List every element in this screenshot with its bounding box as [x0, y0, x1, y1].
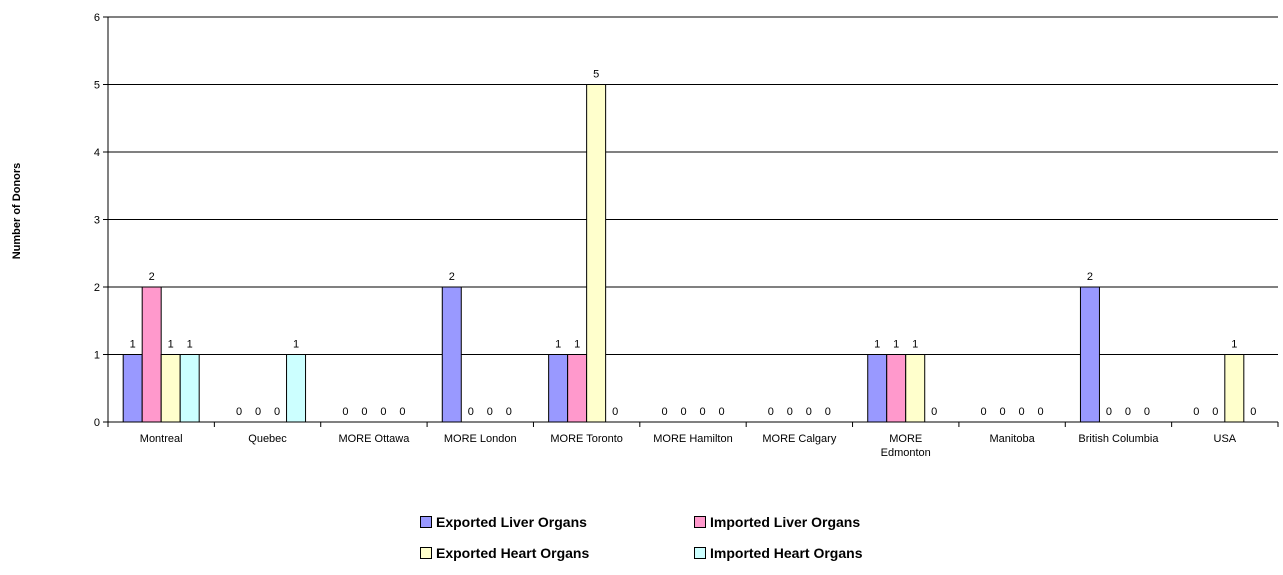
x-tick-label: MORE Calgary	[762, 433, 836, 445]
legend-item-imported-liver: Imported Liver Organs	[694, 514, 860, 530]
data-label: 0	[399, 406, 405, 418]
bar	[141, 286, 162, 423]
data-label: 1	[893, 339, 899, 351]
y-tick-label: 5	[94, 80, 100, 92]
x-tick-label: MORE Edmonton	[881, 433, 931, 459]
bar	[886, 354, 907, 423]
legend-item-imported-heart: Imported Heart Organs	[694, 545, 862, 561]
data-label: 0	[506, 406, 512, 418]
data-label: 0	[718, 406, 724, 418]
data-label: 0	[468, 406, 474, 418]
data-label: 0	[1144, 406, 1150, 418]
axis-layer: 0 1 2 3 4 5 6	[94, 12, 1279, 429]
data-label: 0	[1250, 406, 1256, 418]
bar	[905, 354, 926, 423]
data-label: 0	[1193, 406, 1199, 418]
data-label: 0	[342, 406, 348, 418]
data-label: 0	[806, 406, 812, 418]
y-axis-title: Number of Donors	[11, 163, 23, 260]
data-label: 0	[1125, 406, 1131, 418]
data-label: 0	[236, 406, 242, 418]
y-tick-label: 1	[94, 350, 100, 362]
legend-swatch-imported-heart	[694, 547, 706, 559]
data-label: 0	[768, 406, 774, 418]
data-label: 0	[255, 406, 261, 418]
legend-label-imported-liver: Imported Liver Organs	[710, 514, 861, 530]
bar	[179, 354, 200, 423]
data-label: 1	[912, 339, 918, 351]
bar	[548, 354, 569, 423]
legend-label-imported-heart: Imported Heart Organs	[710, 545, 863, 561]
bar	[160, 354, 181, 423]
label-layer: Montreal Quebec MORE Ottawa MORE London MORE…	[130, 69, 1257, 460]
x-tick-label: MORE Toronto	[550, 433, 623, 445]
data-label: 1	[293, 339, 299, 351]
data-label: 0	[680, 406, 686, 418]
legend-item-exported-liver: Exported Liver Organs	[420, 514, 587, 530]
chart-legend: Exported Liver Organs Imported Liver Org…	[420, 514, 940, 574]
bar	[441, 286, 462, 423]
data-label: 1	[1231, 339, 1237, 351]
bar	[867, 354, 888, 423]
x-tick-label: Quebec	[248, 433, 287, 445]
data-label: 0	[380, 406, 386, 418]
data-label: 1	[187, 339, 193, 351]
data-label: 2	[449, 271, 455, 283]
data-label: 0	[931, 406, 937, 418]
legend-swatch-exported-liver	[420, 516, 432, 528]
x-tick-label: MORE Hamilton	[653, 433, 732, 445]
x-tick-label: MORE Ottawa	[338, 433, 410, 445]
legend-label-exported-liver: Exported Liver Organs	[436, 514, 587, 530]
bar	[586, 84, 607, 423]
data-label: 1	[574, 339, 580, 351]
bar	[1079, 286, 1100, 423]
data-label: 0	[1019, 406, 1025, 418]
data-label: 0	[1106, 406, 1112, 418]
data-label: 0	[661, 406, 667, 418]
data-label: 0	[487, 406, 493, 418]
legend-swatch-imported-liver	[694, 516, 706, 528]
data-label: 0	[699, 406, 705, 418]
x-tick-label: MORE London	[444, 433, 517, 445]
x-tick-label: British Columbia	[1078, 433, 1159, 445]
data-label: 0	[361, 406, 367, 418]
data-label: 5	[593, 69, 599, 81]
data-label: 0	[1212, 406, 1218, 418]
x-tick-label: USA	[1214, 433, 1237, 445]
legend-swatch-exported-heart	[420, 547, 432, 559]
data-label: 1	[130, 339, 136, 351]
data-label: 2	[1087, 271, 1093, 283]
y-tick-label: 4	[94, 147, 100, 159]
legend-label-exported-heart: Exported Heart Organs	[436, 545, 590, 561]
bar-layer	[122, 84, 1245, 423]
bar-chart: 0 1 2 3 4 5 6 Montreal Quebec MORE Ottawa MORE Lo…	[11, 12, 1279, 460]
bar	[122, 354, 143, 423]
data-label: 1	[168, 339, 174, 351]
data-label: 0	[612, 406, 618, 418]
grid-layer	[108, 16, 1278, 355]
data-label: 0	[825, 406, 831, 418]
data-label: 1	[874, 339, 880, 351]
bar	[286, 354, 307, 423]
x-tick-label: Manitoba	[989, 433, 1035, 445]
y-tick-label: 0	[94, 417, 100, 429]
legend-item-exported-heart: Exported Heart Organs	[420, 545, 589, 561]
data-label: 2	[149, 271, 155, 283]
y-tick-label: 2	[94, 282, 100, 294]
data-label: 0	[1038, 406, 1044, 418]
data-label: 1	[555, 339, 561, 351]
data-label: 0	[274, 406, 280, 418]
bar	[567, 354, 588, 423]
data-label: 0	[1000, 406, 1006, 418]
y-tick-label: 3	[94, 215, 100, 227]
bar	[1224, 354, 1245, 423]
x-tick-label: Montreal	[140, 433, 183, 445]
data-label: 0	[787, 406, 793, 418]
data-label: 0	[981, 406, 987, 418]
y-tick-label: 6	[94, 12, 100, 24]
